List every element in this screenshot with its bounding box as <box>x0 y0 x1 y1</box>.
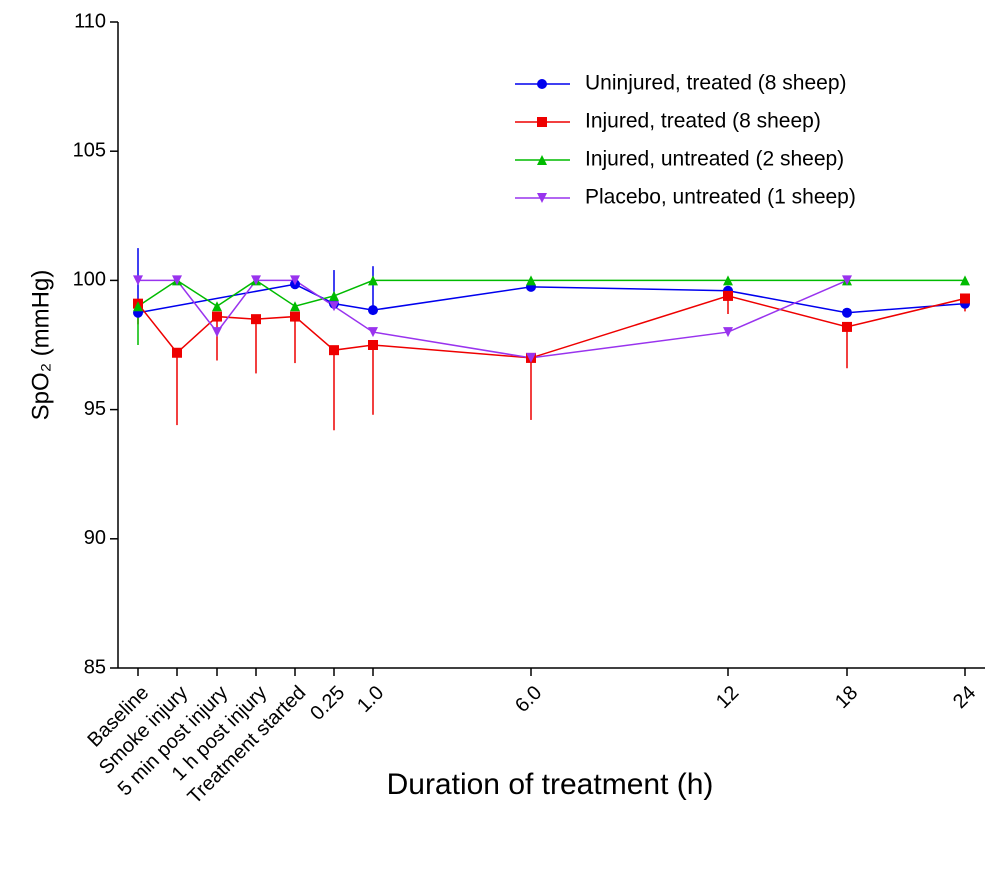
point <box>960 275 970 286</box>
point <box>172 275 182 286</box>
point <box>290 311 300 322</box>
series-line <box>137 283 966 314</box>
y-axis-title: SpO₂ (mmHg) <box>27 270 54 421</box>
point <box>723 327 733 338</box>
series-line <box>138 279 848 359</box>
point <box>960 293 970 304</box>
x-tick-label: 24 <box>949 682 980 713</box>
x-axis-title: Duration of treatment (h) <box>387 768 714 801</box>
point <box>212 301 222 312</box>
point <box>251 314 261 325</box>
x-tick-label: 18 <box>831 682 862 713</box>
point <box>329 290 339 301</box>
point <box>842 321 852 332</box>
y-tick-label: 105 <box>73 139 106 161</box>
legend-label: Uninjured, treated (8 sheep) <box>585 72 847 95</box>
point <box>723 275 733 286</box>
point <box>526 275 536 286</box>
x-tick-label: 0.25 <box>306 682 349 725</box>
legend-label: Injured, untreated (2 sheep) <box>585 148 844 171</box>
x-tick-label: 6.0 <box>511 682 546 717</box>
point <box>368 275 378 286</box>
legend-label: Injured, treated (8 sheep) <box>585 110 821 133</box>
series-line <box>137 295 966 359</box>
point <box>368 327 378 338</box>
y-tick-label: 85 <box>84 656 106 678</box>
point <box>537 117 547 127</box>
point <box>842 307 852 318</box>
point <box>133 301 143 312</box>
point <box>329 345 339 356</box>
y-tick-label: 90 <box>84 527 106 549</box>
point <box>537 79 547 89</box>
point <box>212 311 222 322</box>
point <box>290 301 300 312</box>
point <box>172 347 182 358</box>
point <box>723 290 733 301</box>
point <box>251 275 261 286</box>
point <box>290 275 300 286</box>
point <box>329 301 339 312</box>
point <box>212 327 222 338</box>
x-tick-label: 1.0 <box>353 682 388 717</box>
y-tick-label: 110 <box>74 10 106 32</box>
legend-label: Placebo, untreated (1 sheep) <box>585 186 856 209</box>
point <box>368 305 378 316</box>
y-tick-label: 95 <box>84 398 106 420</box>
point <box>526 352 536 363</box>
x-tick-label: 12 <box>712 682 743 713</box>
series-line <box>137 279 965 308</box>
point <box>842 275 852 286</box>
point <box>133 275 143 286</box>
point <box>537 193 547 203</box>
point <box>537 155 547 165</box>
point <box>368 340 378 350</box>
y-tick-label: 100 <box>73 269 106 291</box>
